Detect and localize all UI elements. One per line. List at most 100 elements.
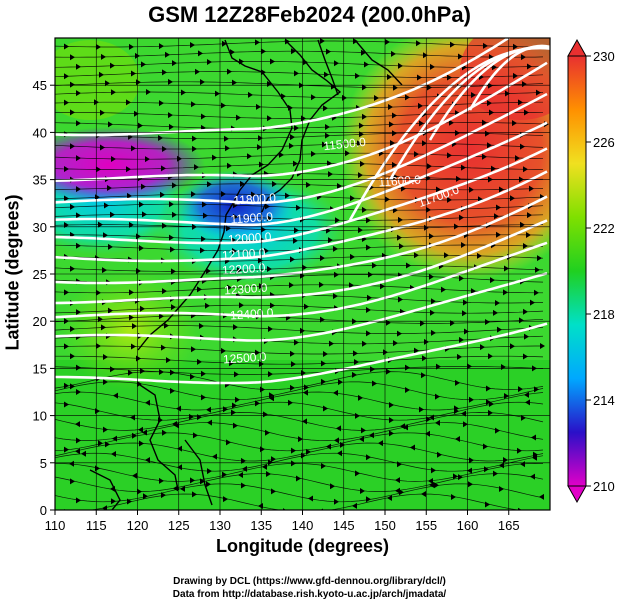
wind-arrow	[358, 227, 363, 234]
contour-line	[55, 92, 548, 205]
wind-arrow	[334, 60, 339, 67]
wind-arrow	[523, 166, 528, 173]
wind-arrow	[96, 343, 101, 350]
wind-arrow	[503, 456, 508, 463]
wind-arrow	[389, 430, 394, 437]
wind-arrow	[134, 110, 139, 117]
wind-arrow	[159, 477, 164, 484]
wind-arrow	[386, 368, 391, 375]
wind-arrow	[361, 427, 366, 434]
wind-arrow	[227, 68, 232, 75]
wind-arrow	[103, 426, 108, 433]
wind-arrow	[540, 343, 545, 350]
wind-arrow	[98, 440, 103, 447]
wind-arrow	[241, 482, 246, 489]
wind-arrow	[267, 215, 272, 222]
wind-arrow	[98, 221, 103, 228]
wind-arrow	[64, 165, 69, 172]
x-tick-label: 140	[292, 518, 314, 533]
wind-arrow	[360, 160, 365, 167]
wind-arrow	[334, 498, 339, 505]
wind-arrow	[499, 485, 504, 492]
wind-arrow	[421, 372, 426, 379]
wind-arrow	[426, 206, 431, 213]
colorbar-label: 218	[593, 307, 615, 322]
wind-arrow	[76, 497, 81, 504]
wind-arrow	[504, 265, 509, 272]
wind-arrow	[170, 246, 175, 253]
wind-arrow	[334, 437, 339, 444]
wind-arrow	[324, 71, 329, 78]
colorbar-label: 230	[593, 49, 615, 64]
wind-arrow	[393, 340, 398, 347]
wind-arrow	[76, 155, 81, 162]
wind-arrow	[110, 366, 115, 373]
wind-arrow	[387, 494, 392, 501]
wind-arrow	[333, 389, 338, 396]
wind-arrow	[269, 395, 274, 402]
wind-arrow	[399, 489, 404, 496]
wind-arrow	[483, 42, 488, 49]
wind-arrow	[459, 214, 464, 221]
wind-arrow	[129, 314, 134, 321]
wind-arrow	[64, 382, 69, 389]
wind-arrow	[169, 123, 174, 130]
wind-arrow	[485, 319, 490, 326]
wind-arrow	[127, 498, 132, 505]
wind-arrow	[70, 81, 75, 88]
wind-arrow	[330, 483, 335, 490]
wind-arrow	[202, 201, 207, 208]
wind-arrow	[353, 350, 358, 357]
wind-arrow	[518, 99, 523, 106]
wind-arrow	[534, 386, 539, 393]
wind-arrow	[360, 488, 365, 495]
contour-label: 12300.0	[224, 280, 269, 297]
wind-arrow	[111, 89, 116, 96]
wind-arrow	[456, 175, 461, 182]
wind-arrow	[76, 63, 81, 70]
wind-arrow	[132, 472, 137, 479]
streamline	[55, 101, 543, 109]
wind-arrow	[132, 432, 137, 439]
wind-arrow	[399, 243, 404, 250]
y-tick-label: 40	[33, 125, 47, 140]
wind-arrow	[279, 151, 284, 158]
wind-arrow	[76, 120, 81, 127]
wind-arrow	[294, 339, 299, 346]
contour-line	[55, 272, 548, 342]
wind-arrow	[519, 317, 524, 324]
wind-arrow	[140, 305, 145, 312]
wind-arrow	[64, 73, 69, 80]
wind-arrow	[449, 119, 454, 126]
wind-arrow	[294, 227, 299, 234]
wind-arrow	[461, 410, 466, 417]
wind-arrow	[104, 202, 109, 209]
streamline	[55, 224, 543, 231]
wind-arrow	[248, 91, 253, 98]
contour-line	[55, 195, 548, 285]
x-tick-label: 120	[127, 518, 149, 533]
y-tick-label: 0	[40, 503, 47, 518]
wind-arrow	[76, 242, 81, 249]
wind-arrow	[370, 366, 375, 373]
wind-arrow	[238, 471, 243, 478]
wind-arrow	[232, 79, 237, 86]
wind-arrow	[505, 90, 510, 97]
wind-arrow	[290, 350, 295, 357]
wind-arrow	[165, 51, 170, 58]
wind-arrow	[215, 90, 220, 97]
y-tick-label: 5	[40, 456, 47, 471]
streamline	[55, 183, 544, 191]
wind-arrow	[159, 43, 164, 50]
wind-arrow	[192, 145, 197, 152]
wind-arrow	[392, 161, 397, 168]
wind-arrow	[174, 422, 179, 429]
wind-arrow	[319, 281, 324, 288]
wind-arrow	[431, 329, 436, 336]
wind-arrow	[162, 429, 167, 436]
wind-arrow	[496, 231, 501, 238]
wind-arrow	[192, 491, 197, 498]
wind-arrow	[255, 39, 260, 46]
wind-arrow	[328, 171, 333, 178]
wind-arrow	[397, 330, 402, 337]
